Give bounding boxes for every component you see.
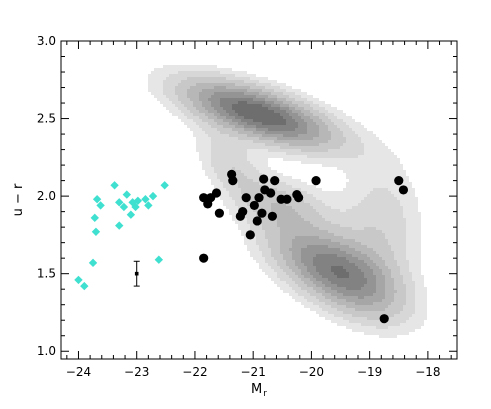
circle-point xyxy=(228,176,238,186)
y-tick-label: 3.0 xyxy=(37,34,56,48)
diamond-point xyxy=(74,275,83,285)
axis-labels: Mr u − r xyxy=(11,183,267,399)
x-tick-label: −19 xyxy=(357,365,382,379)
diamond-point xyxy=(126,210,136,219)
axes: −24 −23 −22 −21 −20 −19 −18 1.0 1.5 2.0 2.5 3.0 xyxy=(37,34,458,379)
circle-point xyxy=(311,176,321,186)
circle-point xyxy=(266,188,276,198)
circle-point xyxy=(254,193,264,203)
diamond-point xyxy=(141,195,150,204)
y-tick-label: 1.5 xyxy=(37,267,56,281)
circle-point xyxy=(199,253,209,263)
y-tick-label: 2.5 xyxy=(37,112,56,126)
diamond-point xyxy=(80,281,89,291)
circle-point xyxy=(238,207,248,217)
circle-point xyxy=(282,194,292,204)
x-tick-label: −22 xyxy=(182,365,207,379)
diamond-point xyxy=(122,190,132,199)
x-tick-label: −23 xyxy=(124,365,149,379)
circle-point xyxy=(241,193,251,203)
diamond-point xyxy=(115,221,124,230)
circle-point xyxy=(249,200,259,211)
x-axis-label-subscript: r xyxy=(263,389,267,399)
circle-point xyxy=(245,230,255,240)
circle-point xyxy=(211,188,222,198)
circle-point xyxy=(267,211,277,221)
circle-point xyxy=(259,174,269,184)
x-axis-label: Mr xyxy=(251,382,267,399)
diamond-point xyxy=(144,201,153,210)
circle-point xyxy=(394,176,404,186)
diamond-point xyxy=(154,255,164,264)
x-axis-label-main: M xyxy=(251,382,262,397)
circle-point xyxy=(398,185,409,195)
circle-point xyxy=(294,193,304,203)
diamond-point xyxy=(148,191,158,201)
diamond-point xyxy=(133,196,143,205)
circle-point xyxy=(252,216,262,226)
circle-point xyxy=(270,176,280,186)
x-tick-label: −21 xyxy=(241,365,266,379)
y-axis-label: u − r xyxy=(11,183,26,216)
x-tick-label: −18 xyxy=(415,365,440,379)
circle-point xyxy=(257,208,267,218)
diamond-point xyxy=(110,181,119,190)
diamond-point xyxy=(92,195,102,204)
y-tick-label: 1.0 xyxy=(37,344,56,358)
circle-point xyxy=(379,314,389,324)
data-markers xyxy=(74,169,409,324)
diamond-point xyxy=(90,213,99,223)
diamond-point xyxy=(119,202,129,212)
x-tick-label: −20 xyxy=(299,365,324,379)
diamond-point xyxy=(91,227,101,236)
density-level-1 xyxy=(148,65,427,338)
diamond-point xyxy=(160,181,169,190)
diamond-point xyxy=(96,201,105,210)
diamond-point xyxy=(131,202,140,212)
y-tick-label: 2.0 xyxy=(37,189,56,203)
density-level-2 xyxy=(163,71,415,329)
circle-point xyxy=(214,208,224,218)
diamond-point xyxy=(115,198,124,207)
error-bar xyxy=(133,260,140,287)
density-level-4 xyxy=(187,83,397,311)
density-level-7 xyxy=(220,98,367,290)
plot-frame xyxy=(60,40,458,360)
density-level-6 xyxy=(208,92,376,299)
diamond-point xyxy=(88,258,98,268)
x-tick-label: −24 xyxy=(66,365,91,379)
